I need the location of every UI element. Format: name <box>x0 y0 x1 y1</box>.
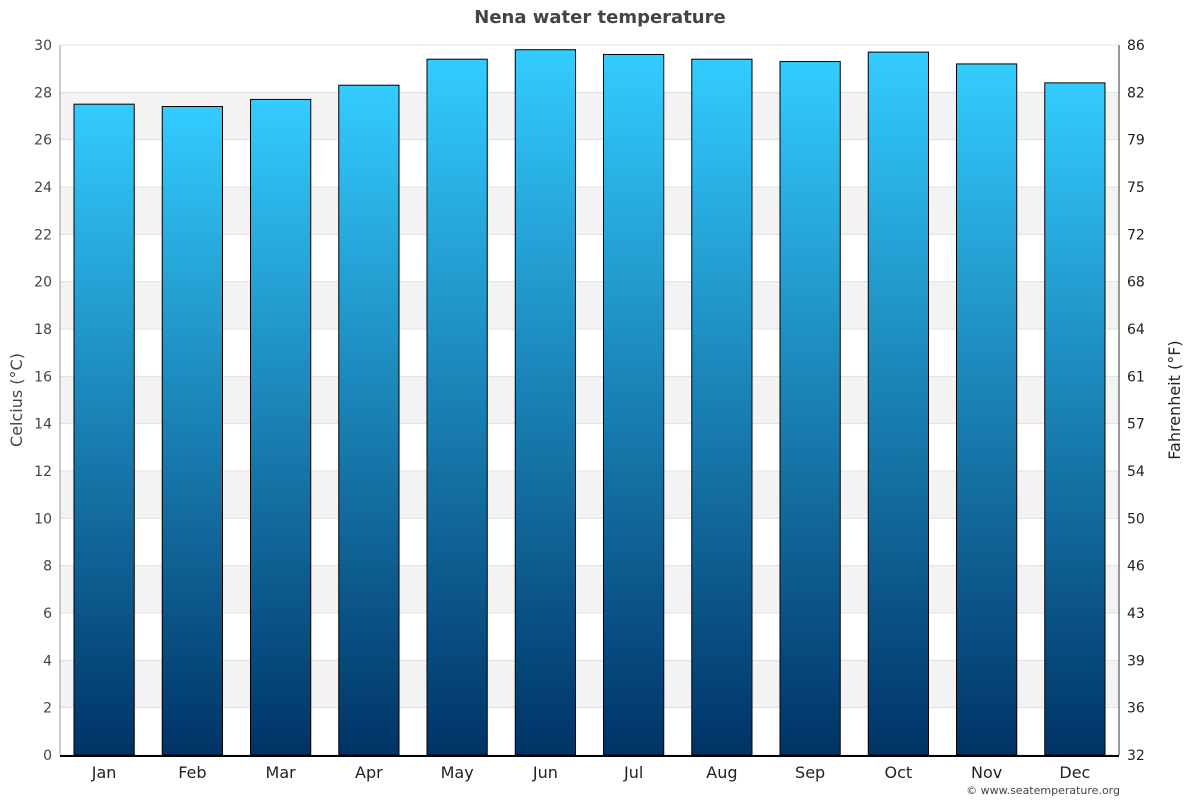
y-tick-label: 30 <box>34 38 52 54</box>
grid-band <box>60 471 1119 519</box>
y2-tick-label: 43 <box>1127 606 1145 622</box>
y-tick-label: 8 <box>43 559 52 575</box>
x-tick-label: Oct <box>885 763 913 782</box>
x-tick-label: Dec <box>1059 763 1090 782</box>
bar <box>1044 82 1106 756</box>
grid-band <box>60 281 1119 329</box>
bar <box>161 106 223 756</box>
y2-tick-label: 68 <box>1127 275 1145 291</box>
bar <box>250 98 312 756</box>
x-tick-label: Jul <box>623 763 643 782</box>
x-tick-label: Sep <box>795 763 825 782</box>
y-tick-label: 14 <box>34 417 52 433</box>
y-axis-label: Celcius (°C) <box>7 353 26 447</box>
x-tick-label: May <box>441 763 474 782</box>
bar <box>338 84 400 756</box>
grid-band <box>60 187 1119 235</box>
y2-tick-label: 86 <box>1127 38 1145 54</box>
bar <box>956 63 1018 756</box>
y-tick-label: 0 <box>43 748 52 764</box>
x-tick-label: Mar <box>266 763 297 782</box>
chart-title: Nena water temperature <box>474 7 726 28</box>
y2-tick-label: 61 <box>1127 369 1145 385</box>
x-tick-label: Feb <box>178 763 206 782</box>
grid-band <box>60 565 1119 613</box>
bar <box>867 51 929 756</box>
bar <box>514 49 576 756</box>
credit[interactable]: © www.seatemperature.org <box>966 784 1120 797</box>
bar <box>73 103 135 756</box>
y-tick-label: 20 <box>34 275 52 291</box>
bar <box>691 58 753 756</box>
y2-tick-label: 39 <box>1127 653 1145 669</box>
y2-tick-label: 75 <box>1127 180 1145 196</box>
y2-tick-label: 46 <box>1127 559 1145 575</box>
x-tick-label: Nov <box>971 763 1002 782</box>
grid-band <box>60 376 1119 424</box>
y-tick-label: 26 <box>34 133 52 149</box>
y2-tick-label: 32 <box>1127 748 1145 764</box>
y-tick-label: 24 <box>34 180 52 196</box>
x-tick-label: Jan <box>91 763 117 782</box>
y2-tick-label: 64 <box>1127 322 1145 338</box>
y2-tick-label: 36 <box>1127 701 1145 717</box>
y2-tick-label: 79 <box>1127 133 1145 149</box>
y2-tick-label: 57 <box>1127 417 1145 433</box>
grid-band <box>60 92 1119 140</box>
y-tick-label: 28 <box>34 85 52 101</box>
y2-tick-label: 82 <box>1127 85 1145 101</box>
y-tick-label: 4 <box>43 653 52 669</box>
x-tick-label: Jun <box>532 763 558 782</box>
x-tick-label: Aug <box>706 763 737 782</box>
y-tick-label: 22 <box>34 227 52 243</box>
y2-tick-label: 54 <box>1127 464 1145 480</box>
y-tick-label: 2 <box>43 701 52 717</box>
y-tick-label: 18 <box>34 322 52 338</box>
y-tick-label: 10 <box>34 511 52 527</box>
y-tick-label: 16 <box>34 369 52 385</box>
bar <box>603 53 665 756</box>
bar <box>426 58 488 756</box>
grid-band <box>60 660 1119 708</box>
y2-tick-label: 72 <box>1127 227 1145 243</box>
y2-tick-label: 50 <box>1127 511 1145 527</box>
x-tick-label: Apr <box>355 763 383 782</box>
bar <box>779 61 841 756</box>
y2-axis-label: Fahrenheit (°F) <box>1165 340 1184 459</box>
y-tick-label: 12 <box>34 464 52 480</box>
y-tick-label: 6 <box>43 606 52 622</box>
